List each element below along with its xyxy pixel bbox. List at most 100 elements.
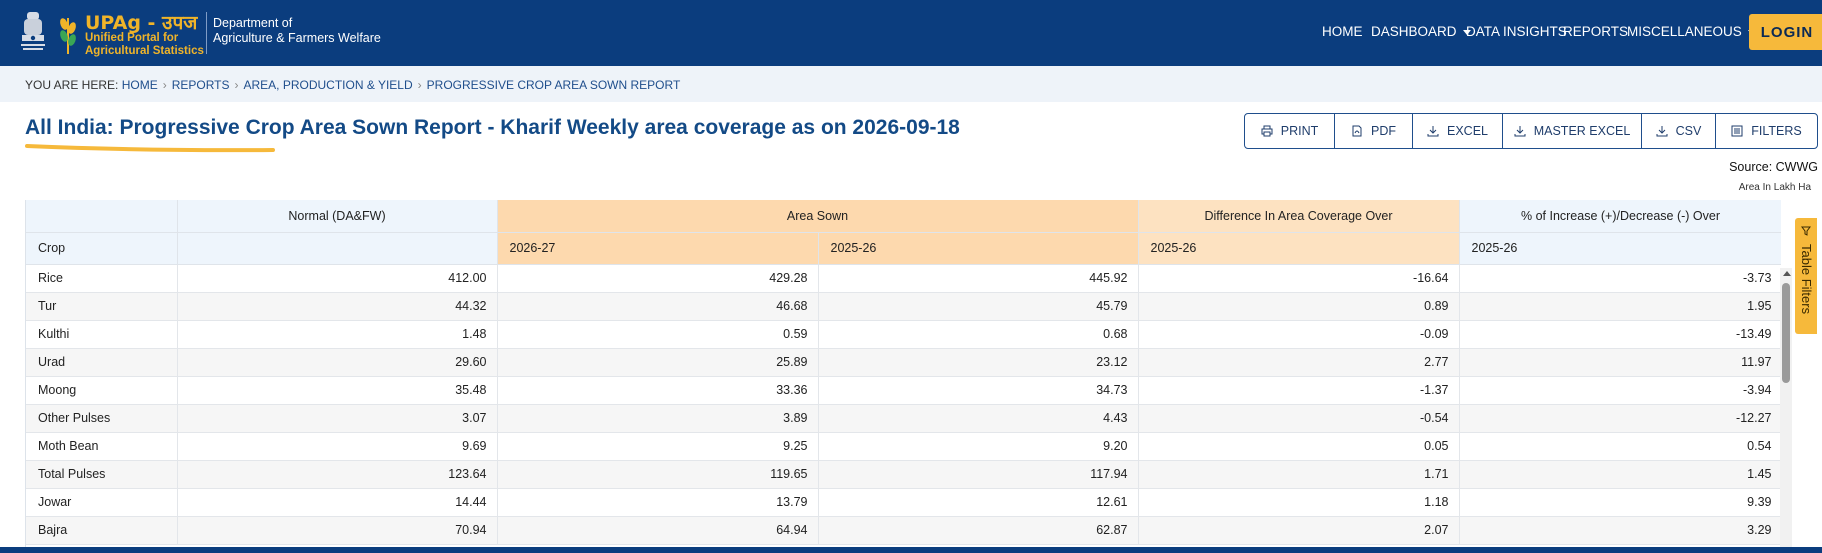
value-cell: 33.36 <box>497 376 819 405</box>
value-cell: 9.20 <box>818 432 1139 461</box>
sub-header-row: Crop 2026-27 2025-26 2025-26 2025-26 <box>26 232 1781 265</box>
value-cell: 429.28 <box>497 264 819 293</box>
table-row: Total Pulses 123.64 119.65 117.94 1.71 1.45 <box>26 460 1781 489</box>
value-cell: 2.77 <box>1138 348 1460 377</box>
nav-dashboard-label: DASHBOARD <box>1371 24 1457 39</box>
pdf-label: PDF <box>1371 124 1396 138</box>
breadcrumb: YOU ARE HERE: HOME › REPORTS › AREA, PRODUCT… <box>25 78 680 92</box>
data-source: Source: CWWG <box>1729 160 1818 174</box>
wheat-leaf-icon <box>60 18 76 54</box>
value-cell: -0.09 <box>1138 320 1460 349</box>
nav-reports[interactable]: REPORTS <box>1563 24 1629 39</box>
breadcrumb-reports[interactable]: REPORTS <box>171 78 230 92</box>
breadcrumb-bar <box>0 66 1822 102</box>
value-cell: 13.79 <box>497 488 819 517</box>
table-body: Rice 412.00 429.28 445.92 -16.64 -3.73 Tur 44.3… <box>26 264 1781 545</box>
report-table-container: Normal (DA&FW) Area Sown Difference In A… <box>25 200 1781 553</box>
table-row: Jowar 14.44 13.79 12.61 1.18 9.39 <box>26 488 1781 517</box>
value-cell: 9.39 <box>1459 488 1781 517</box>
crop-name-cell: Kulthi <box>26 320 178 349</box>
group-header-row: Normal (DA&FW) Area Sown Difference In A… <box>26 200 1781 233</box>
column-header-normal[interactable] <box>177 232 498 265</box>
download-icon <box>1427 126 1439 137</box>
value-cell: 3.07 <box>177 404 498 433</box>
upag-logo[interactable]: UPAg - उपज Unified Portal for Agricultur… <box>57 8 207 58</box>
column-header-area-2025-26[interactable]: 2025-26 <box>818 232 1139 265</box>
table-filters-tab[interactable] <box>1795 218 1817 334</box>
printer-icon <box>1261 125 1273 137</box>
filter-list-icon <box>1731 125 1743 137</box>
group-header-blank <box>26 200 178 233</box>
value-cell: 62.87 <box>818 516 1139 545</box>
crop-name-cell: Moth Bean <box>26 432 178 461</box>
nav-dashboard[interactable]: DASHBOARD <box>1371 24 1471 39</box>
value-cell: 11.97 <box>1459 348 1781 377</box>
value-cell: 1.18 <box>1138 488 1460 517</box>
filters-button[interactable]: FILTERS <box>1716 114 1817 148</box>
crop-name-cell: Urad <box>26 348 178 377</box>
value-cell: 9.25 <box>497 432 819 461</box>
crop-name-cell: Rice <box>26 264 178 293</box>
download-icon <box>1656 126 1668 137</box>
column-header-area-2026-27[interactable]: 2026-27 <box>497 232 819 265</box>
column-header-percent-2025-26[interactable]: 2025-26 <box>1459 232 1781 265</box>
excel-label: EXCEL <box>1447 124 1488 138</box>
value-cell: 445.92 <box>818 264 1139 293</box>
crop-name-cell: Bajra <box>26 516 178 545</box>
breadcrumb-area-production-yield[interactable]: AREA, PRODUCTION & YIELD <box>243 78 413 92</box>
breadcrumb-separator-icon: › <box>162 78 167 92</box>
breadcrumb-separator-icon: › <box>417 78 422 92</box>
csv-button[interactable]: CSV <box>1642 114 1716 148</box>
value-cell: -12.27 <box>1459 404 1781 433</box>
national-emblem-icon <box>21 12 45 50</box>
excel-button[interactable]: EXCEL <box>1413 114 1503 148</box>
value-cell: 23.12 <box>818 348 1139 377</box>
crop-name-cell: Tur <box>26 292 178 321</box>
value-cell: 4.43 <box>818 404 1139 433</box>
brand-subtitle: Unified Portal for Agricultural Statisti… <box>85 32 204 58</box>
crop-name-cell: Jowar <box>26 488 178 517</box>
value-cell: 0.68 <box>818 320 1139 349</box>
value-cell: -3.94 <box>1459 376 1781 405</box>
department-name: Department of Agriculture & Farmers Welf… <box>213 16 381 46</box>
nav-data-insights[interactable]: DATA INSIGHTS <box>1466 24 1567 39</box>
master-excel-button[interactable]: MASTER EXCEL <box>1503 114 1642 148</box>
crop-name-cell: Other Pulses <box>26 404 178 433</box>
nav-miscellaneous[interactable]: MISCELLANEOUS <box>1627 24 1756 39</box>
filters-label: FILTERS <box>1751 124 1802 138</box>
value-cell: -3.73 <box>1459 264 1781 293</box>
scroll-up-arrow-icon[interactable] <box>1783 271 1791 276</box>
table-row: Moth Bean 9.69 9.25 9.20 0.05 0.54 <box>26 432 1781 461</box>
pdf-button[interactable]: PDF <box>1335 114 1413 148</box>
footer-bar <box>0 547 1822 553</box>
column-header-crop[interactable]: Crop <box>26 232 178 265</box>
value-cell: -16.64 <box>1138 264 1460 293</box>
group-header-area-sown: Area Sown <box>497 200 1139 233</box>
download-icon <box>1514 126 1526 137</box>
group-header-normal: Normal (DA&FW) <box>177 200 498 233</box>
value-cell: 14.44 <box>177 488 498 517</box>
table-row: Bajra 70.94 64.94 62.87 2.07 3.29 <box>26 516 1781 545</box>
unit-label: Area In Lakh Ha <box>1738 182 1811 193</box>
value-cell: 70.94 <box>177 516 498 545</box>
login-button[interactable]: LOGIN <box>1749 14 1822 50</box>
title-underline-decoration <box>25 144 275 153</box>
scrollbar-thumb[interactable] <box>1782 283 1790 383</box>
breadcrumb-separator-icon: › <box>234 78 239 92</box>
value-cell: 1.45 <box>1459 460 1781 489</box>
value-cell: 44.32 <box>177 292 498 321</box>
crop-name-cell: Moong <box>26 376 178 405</box>
table-row: Tur 44.32 46.68 45.79 0.89 1.95 <box>26 292 1781 321</box>
column-header-difference-2025-26[interactable]: 2025-26 <box>1138 232 1460 265</box>
print-button[interactable]: PRINT <box>1245 114 1335 148</box>
crop-name-cell: Total Pulses <box>26 460 178 489</box>
brand-subtitle-line1: Unified Portal for <box>85 32 179 44</box>
value-cell: 29.60 <box>177 348 498 377</box>
value-cell: 9.69 <box>177 432 498 461</box>
breadcrumb-home[interactable]: HOME <box>121 78 158 92</box>
master-excel-label: MASTER EXCEL <box>1533 124 1631 138</box>
value-cell: 1.71 <box>1138 460 1460 489</box>
page-title: All India: Progressive Crop Area Sown Re… <box>25 116 960 139</box>
value-cell: 25.89 <box>497 348 819 377</box>
nav-home[interactable]: HOME <box>1322 24 1363 39</box>
